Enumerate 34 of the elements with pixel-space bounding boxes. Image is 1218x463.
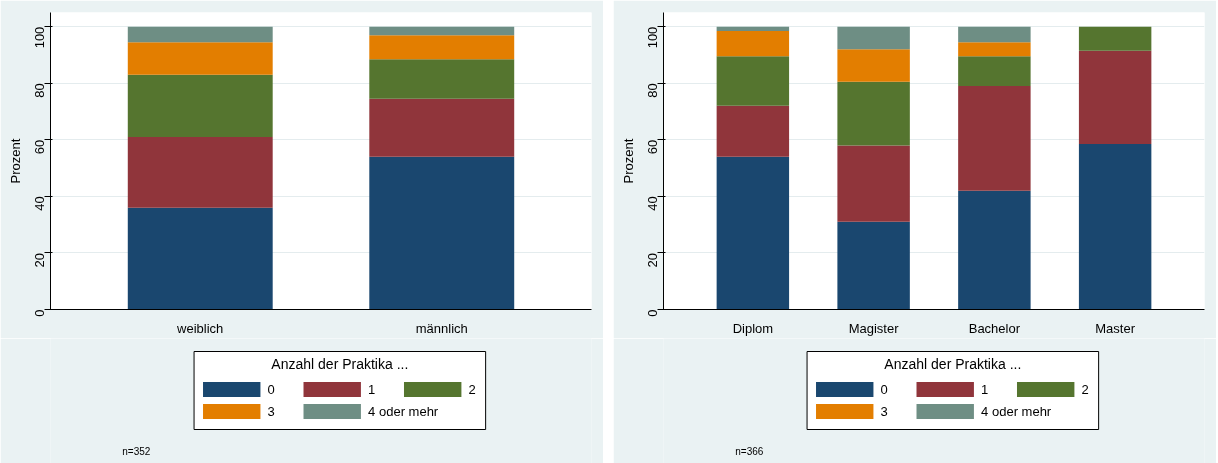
y-tick-label: 60 xyxy=(645,139,660,155)
y-tick-label: 20 xyxy=(32,252,47,268)
legend-label: 0 xyxy=(267,382,275,397)
x-tick-label: Diplom xyxy=(732,320,774,336)
y-axis-title: Prozent xyxy=(620,138,636,184)
y-tick-label: 20 xyxy=(645,252,660,268)
legend-label: 1 xyxy=(368,382,376,397)
y-tick-label: 0 xyxy=(645,309,660,317)
legend-label: 2 xyxy=(1081,382,1089,397)
x-tick-label: männlich xyxy=(415,320,468,336)
y-tick-label: 80 xyxy=(32,83,47,98)
y-tick-label: 40 xyxy=(645,196,660,211)
y-tick-label: 80 xyxy=(645,83,660,98)
text: n=352 xyxy=(122,446,151,457)
legend-label: 2 xyxy=(468,382,476,397)
legend-label: 3 xyxy=(880,404,888,419)
x-tick-label: weiblich xyxy=(176,320,224,336)
x-tick-label: Master xyxy=(1095,320,1136,336)
legend-label: 4 oder mehr xyxy=(368,404,439,419)
y-tick-label: 40 xyxy=(32,196,47,211)
y-axis-title: Prozent xyxy=(7,138,23,184)
y-tick-label: 100 xyxy=(32,26,47,49)
legend-label: 3 xyxy=(267,404,275,419)
legend-label: 0 xyxy=(880,382,888,397)
legend-label: 1 xyxy=(981,382,989,397)
y-tick-label: 60 xyxy=(32,139,47,155)
text: n=366 xyxy=(735,446,764,457)
legend-label: 4 oder mehr xyxy=(981,404,1052,419)
legend-title: Anzahl der Praktika ... xyxy=(271,355,409,372)
legend-title: Anzahl der Praktika ... xyxy=(884,355,1022,372)
x-tick-label: Bachelor xyxy=(968,320,1021,336)
x-tick-label: Magister xyxy=(848,320,900,336)
y-tick-label: 0 xyxy=(32,309,47,317)
y-tick-label: 100 xyxy=(645,26,660,49)
